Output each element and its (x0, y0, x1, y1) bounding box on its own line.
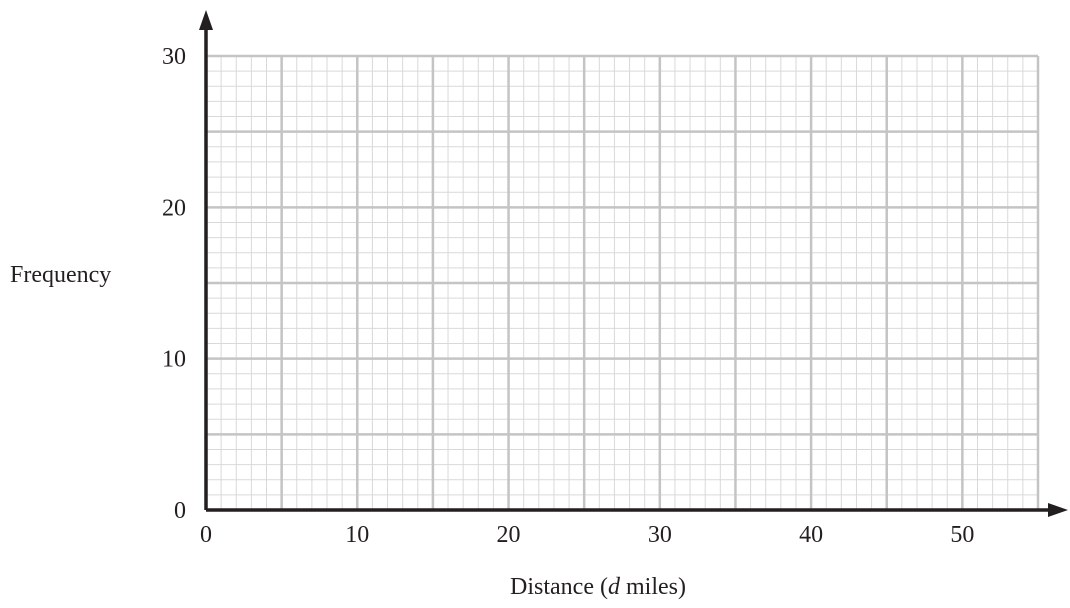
x-tick-label: 50 (950, 522, 974, 548)
x-axis-arrow (1048, 503, 1068, 517)
x-tick-label: 10 (345, 522, 369, 548)
y-axis-title: Frequency (10, 262, 111, 288)
x-tick-label: 40 (799, 522, 823, 548)
x-axis-title-variable: d (608, 574, 621, 600)
x-axis-title: Distance (d miles) (510, 574, 686, 600)
tick-labels: 0 10 20 30 40 50 0 10 20 30 (162, 44, 974, 548)
x-tick-label: 20 (497, 522, 521, 548)
x-axis-title-prefix: Distance ( (510, 574, 608, 600)
grid (204, 54, 1040, 512)
x-tick-label: 0 (200, 522, 212, 548)
y-axis-arrow (199, 10, 213, 30)
y-tick-label: 10 (162, 347, 186, 373)
x-tick-label: 30 (648, 522, 672, 548)
y-tick-label: 30 (162, 44, 186, 70)
y-tick-label: 0 (174, 498, 186, 524)
axes (199, 10, 1068, 517)
y-tick-label: 20 (162, 195, 186, 221)
x-axis-title-suffix: miles) (620, 574, 686, 600)
